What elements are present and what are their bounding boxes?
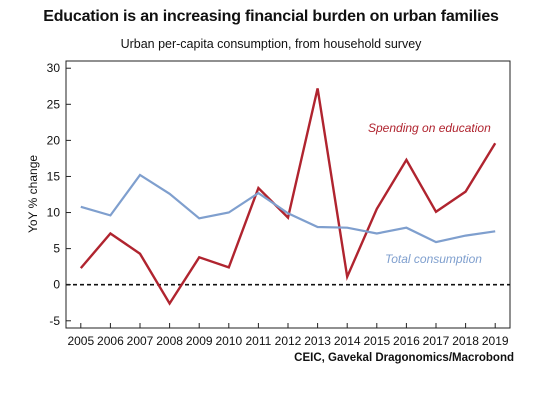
education-spending-line bbox=[79, 88, 497, 306]
y-tick-label: 25 bbox=[47, 97, 61, 111]
y-tick-label: 10 bbox=[47, 206, 61, 220]
x-tick-label: 2013 bbox=[304, 334, 331, 348]
x-tick-label: 2012 bbox=[275, 334, 302, 348]
y-axis: -5 0 5 10 15 20 25 30 bbox=[47, 61, 71, 328]
y-tick-label: -5 bbox=[49, 314, 60, 328]
chart-title: Education is an increasing financial bur… bbox=[43, 8, 499, 25]
total-consumption-line bbox=[80, 173, 496, 244]
x-tick-label: 2010 bbox=[215, 334, 242, 348]
x-tick-label: 2011 bbox=[245, 334, 271, 348]
y-tick-label: 0 bbox=[53, 278, 60, 292]
y-tick-label: 20 bbox=[47, 133, 61, 147]
y-tick-label: 5 bbox=[53, 242, 60, 256]
x-tick-label: 2005 bbox=[67, 334, 94, 348]
x-tick-label: 2016 bbox=[393, 334, 420, 348]
chart-source: CEIC, Gavekal Dragonomics/Macrobond bbox=[294, 352, 514, 364]
x-tick-label: 2009 bbox=[186, 334, 213, 348]
x-tick-label: 2006 bbox=[97, 334, 124, 348]
y-tick-label: 30 bbox=[47, 61, 61, 75]
plot-area bbox=[65, 60, 511, 329]
chart-subtitle: Urban per-capita consumption, from house… bbox=[120, 37, 422, 51]
x-tick-label: 2017 bbox=[423, 334, 450, 348]
x-tick-label: 2015 bbox=[363, 334, 390, 348]
x-tick-label: 2018 bbox=[452, 334, 479, 348]
y-tick-label: 15 bbox=[47, 169, 61, 183]
series-lines bbox=[79, 88, 497, 306]
plot-frame bbox=[65, 60, 511, 329]
x-tick-label: 2014 bbox=[334, 334, 361, 348]
x-tick-label: 2019 bbox=[482, 334, 509, 348]
education-series-label: Spending on education bbox=[368, 121, 491, 135]
x-tick-label: 2008 bbox=[156, 334, 183, 348]
x-tick-label: 2007 bbox=[127, 334, 154, 348]
y-axis-title: YoY % change bbox=[26, 155, 40, 233]
total-consumption-series-label: Total consumption bbox=[385, 252, 482, 266]
x-axis: 2005 2006 2007 2008 2009 2010 2011 2012 2013 2014… bbox=[67, 323, 509, 348]
